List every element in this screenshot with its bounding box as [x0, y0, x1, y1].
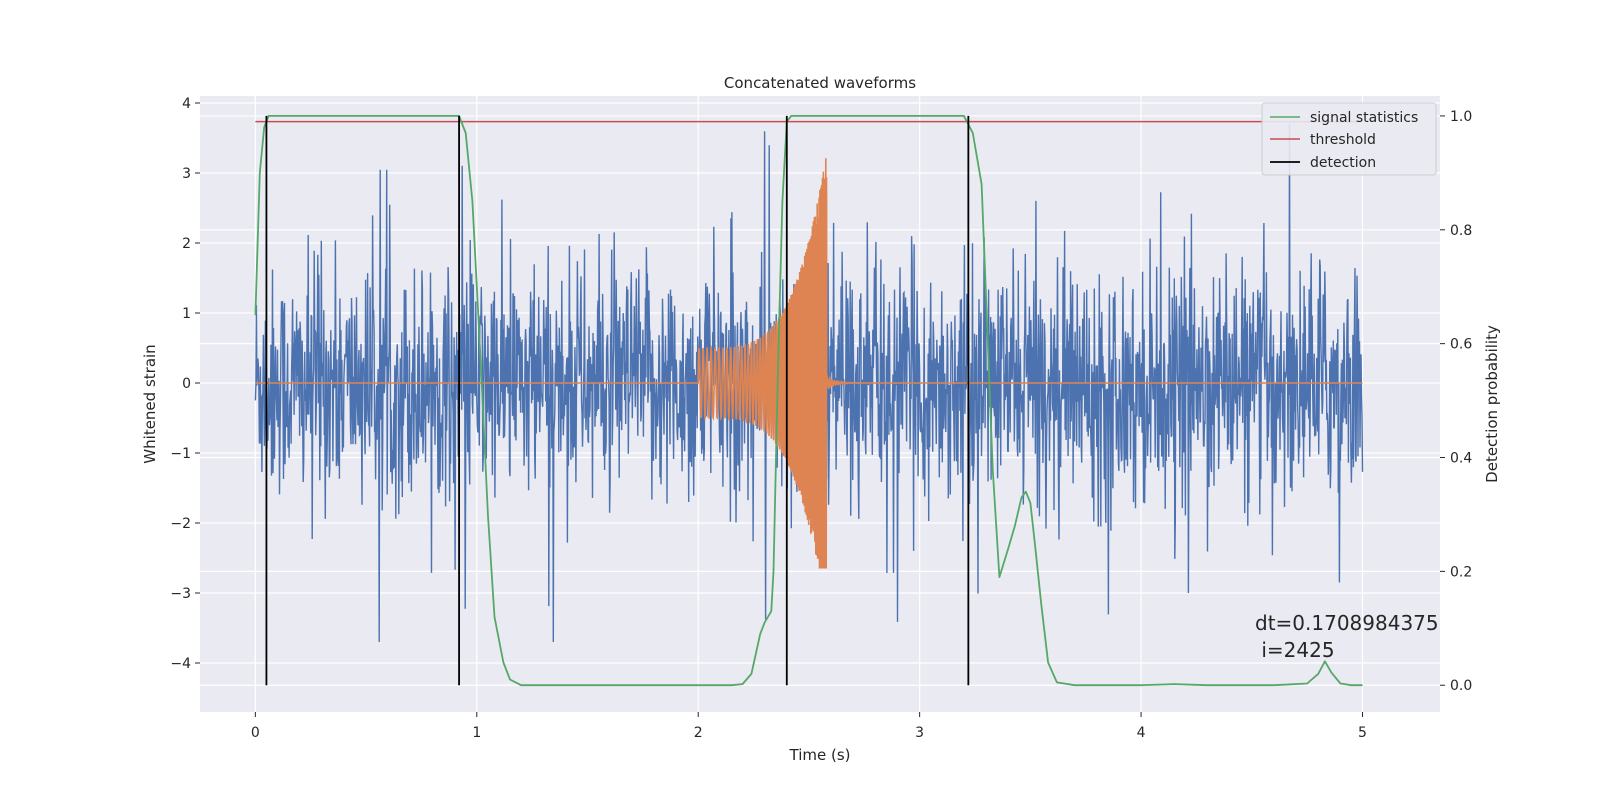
- y-tick-label: 3: [182, 166, 191, 182]
- y-tick-label: −4: [170, 656, 191, 672]
- legend-label-signal-statistics: signal statistics: [1310, 110, 1418, 126]
- y-tick-label: −1: [170, 446, 191, 462]
- series-layer: [254, 115, 1364, 687]
- x-tick-label: 1: [472, 725, 481, 741]
- y-tick-label: −2: [170, 516, 191, 532]
- annotation: dt=0.1708984375 i=2425: [1255, 611, 1439, 662]
- ticks: 0 1 2 3 4 5 −4 −3 −2 −1 0 1 2 3 4 0.0 0.2 0.4 0.6 0.8 1.0: [170, 96, 1472, 741]
- x-tick-label: 2: [694, 725, 703, 741]
- annotation-line: dt=0.1708984375: [1255, 611, 1439, 635]
- chart-title: Concatenated waveforms: [724, 74, 916, 92]
- x-tick-label: 0: [251, 725, 260, 741]
- x-axis-label: Time (s): [789, 746, 851, 764]
- y-tick-label: −3: [170, 586, 191, 602]
- legend-box: [1261, 102, 1437, 176]
- y2-axis-label: Detection probability: [1483, 325, 1501, 483]
- x-tick-label: 4: [1137, 725, 1146, 741]
- y2-tick-label: 0.4: [1450, 451, 1472, 467]
- y2-tick-label: 0.8: [1450, 223, 1472, 239]
- y-tick-label: 2: [182, 236, 191, 252]
- x-tick-label: 3: [915, 725, 924, 741]
- signal-statistics-line: [254, 115, 1363, 687]
- y-tick-label: 4: [182, 96, 191, 112]
- y-axis-label: Whitened strain: [141, 344, 159, 463]
- chirp-series-line: [255, 158, 1363, 569]
- y2-tick-label: 1.0: [1450, 109, 1472, 125]
- y-tick-label: 0: [182, 376, 191, 392]
- x-tick-label: 5: [1358, 725, 1367, 741]
- legend: signal statistics threshold detection: [1261, 102, 1437, 176]
- legend-label-detection: detection: [1310, 155, 1376, 171]
- y2-tick-label: 0.2: [1450, 564, 1472, 580]
- y2-tick-label: 0.0: [1450, 678, 1472, 694]
- y-tick-label: 1: [182, 306, 191, 322]
- legend-label-threshold: threshold: [1310, 132, 1376, 148]
- y2-tick-label: 0.6: [1450, 337, 1472, 353]
- annotation-line: i=2425: [1255, 638, 1335, 662]
